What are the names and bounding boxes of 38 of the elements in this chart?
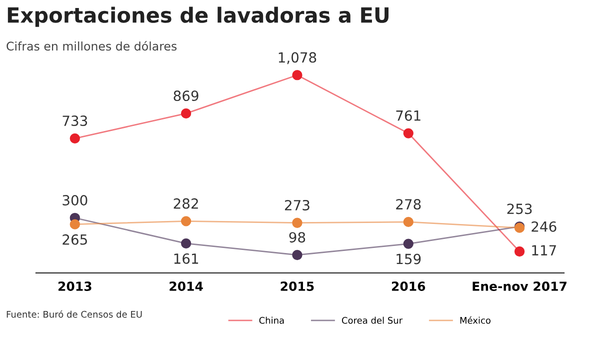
data-label: 246 bbox=[532, 221, 556, 232]
data-label: 161 bbox=[174, 253, 198, 264]
point bbox=[70, 133, 80, 144]
point bbox=[180, 238, 192, 249]
data-label: 273 bbox=[284, 200, 310, 210]
source-note: Fuente: Buró de Censos de EU bbox=[6, 310, 142, 318]
data-label: 159 bbox=[396, 254, 421, 264]
legend-label: China bbox=[259, 316, 284, 324]
data-label: 98 bbox=[289, 232, 306, 243]
data-label: 300 bbox=[62, 194, 88, 206]
x-tick-label: 2015 bbox=[280, 282, 314, 291]
point bbox=[292, 218, 302, 228]
legend-label: México bbox=[460, 316, 490, 324]
data-label: 117 bbox=[532, 245, 556, 256]
point bbox=[292, 250, 302, 260]
point bbox=[180, 108, 192, 119]
x-tick-label: 2014 bbox=[170, 282, 203, 291]
data-label: 265 bbox=[62, 234, 87, 245]
data-label: 733 bbox=[62, 116, 88, 126]
x-tick-label: Ene-nov 2017 bbox=[472, 282, 566, 291]
point bbox=[403, 216, 414, 228]
chart-subtitle: Cifras en millones de dólares bbox=[6, 40, 177, 51]
point bbox=[514, 246, 525, 257]
point bbox=[403, 128, 414, 138]
data-label: 278 bbox=[396, 199, 421, 210]
data-label: 253 bbox=[507, 204, 532, 214]
point bbox=[180, 216, 192, 226]
chart-title: Exportaciones de lavadoras a EU bbox=[8, 6, 388, 27]
data-label: 1,078 bbox=[278, 52, 316, 64]
x-tick-label: 2013 bbox=[58, 282, 92, 291]
x-tick-label: 2016 bbox=[392, 282, 426, 291]
legend-label: Corea del Sur bbox=[342, 316, 403, 324]
data-label: 761 bbox=[396, 110, 420, 121]
point bbox=[70, 219, 80, 230]
data-label: 869 bbox=[174, 90, 198, 102]
point bbox=[403, 238, 414, 249]
data-label: 282 bbox=[174, 198, 198, 209]
point bbox=[292, 70, 302, 80]
